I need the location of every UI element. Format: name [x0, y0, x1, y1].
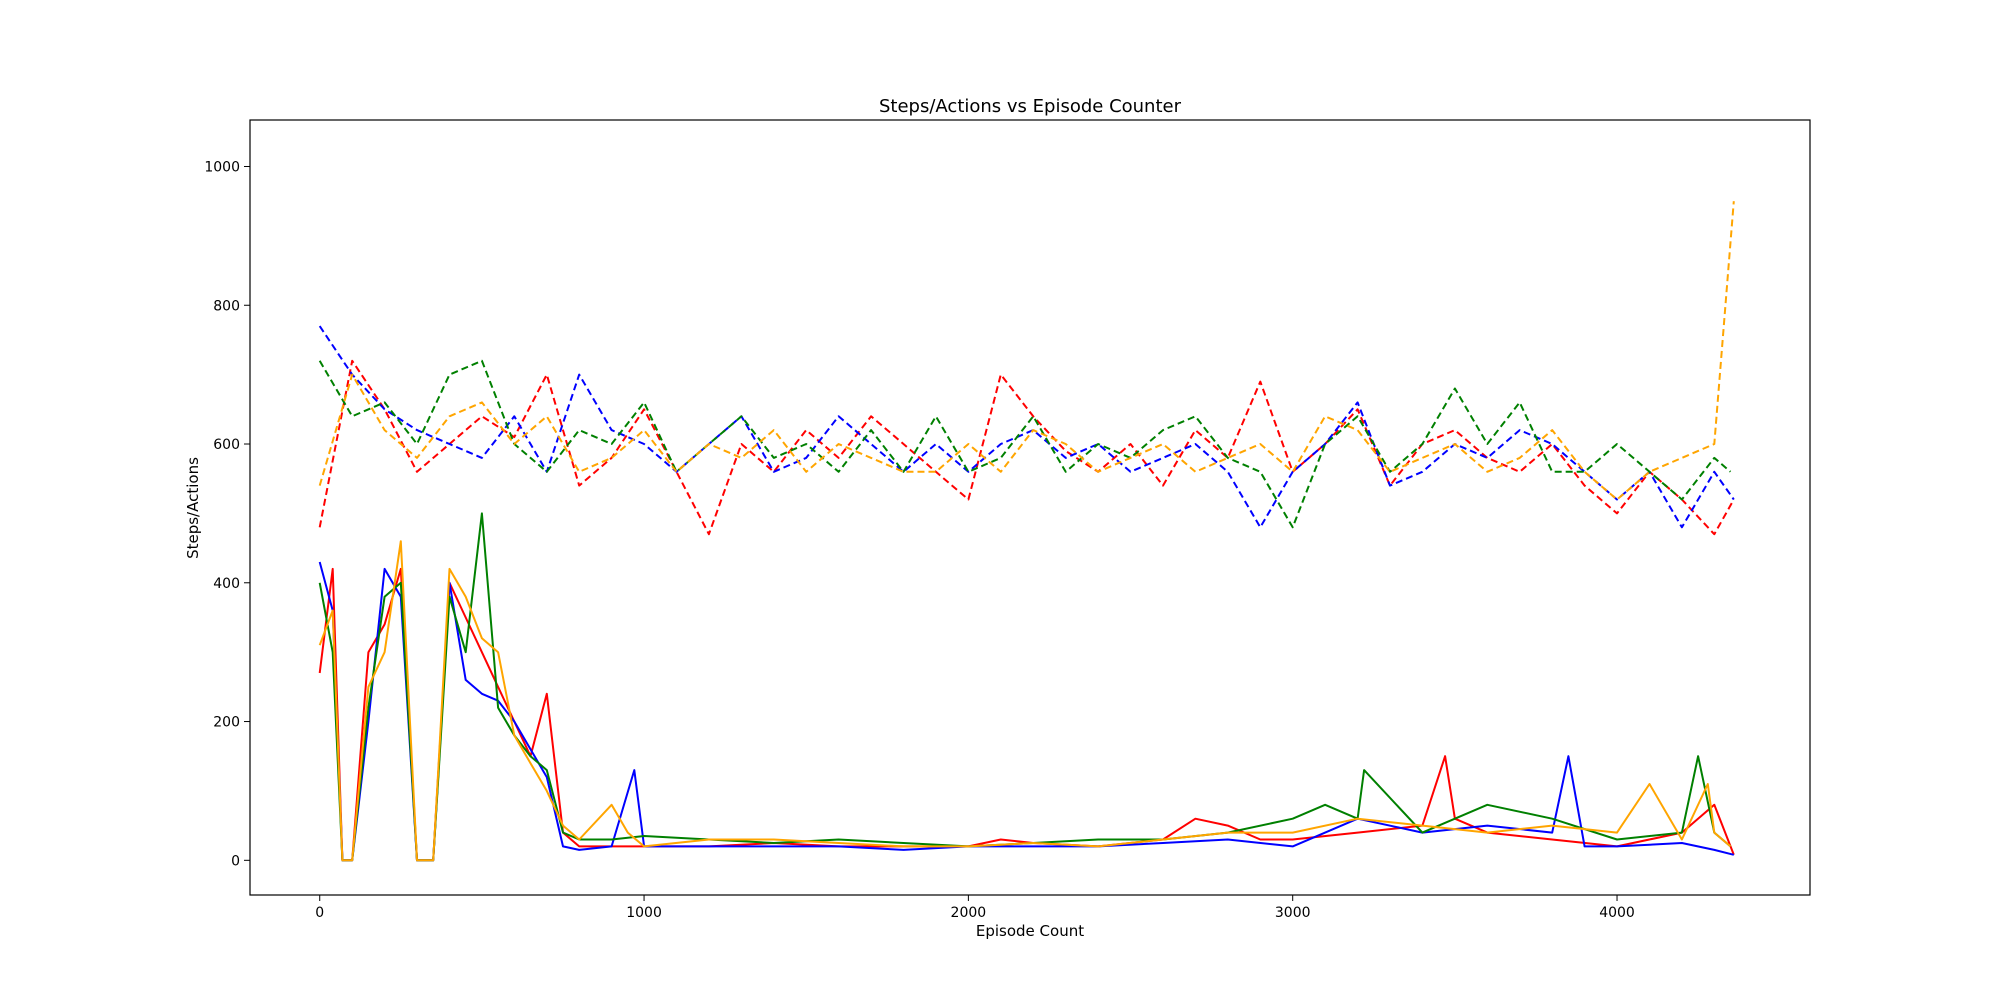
series-line-dashed — [318, 201, 1735, 501]
y-tick-label: 600 — [213, 437, 240, 453]
plot-frame — [249, 119, 1811, 896]
x-tick-label: 0 — [315, 905, 324, 921]
y-axis-label: Steps/Actions — [184, 457, 202, 559]
x-tick-label: 3000 — [1275, 905, 1311, 921]
y-tick-label: 0 — [231, 853, 240, 869]
y-tick-label: 800 — [213, 298, 240, 314]
chart-title: Steps/Actions vs Episode Counter — [879, 96, 1182, 117]
x-tick-label: 1000 — [626, 905, 662, 921]
series-line-solid — [318, 540, 1732, 862]
y-tick-label: 1000 — [204, 159, 240, 175]
series-line-dashed — [318, 359, 1735, 536]
series-line-dashed — [318, 359, 1732, 529]
series-layer — [318, 201, 1735, 862]
x-tick-label: 4000 — [1599, 905, 1635, 921]
y-tick-label: 200 — [213, 715, 240, 731]
x-tick-label: 2000 — [951, 905, 987, 921]
y-tick-label: 400 — [213, 576, 240, 592]
series-line-dashed — [318, 325, 1735, 529]
x-axis-label: Episode Count — [976, 922, 1084, 940]
axis-layer: 0 1000 2000 3000 4000 0 200 400 600 800 1000 — [204, 159, 1634, 921]
